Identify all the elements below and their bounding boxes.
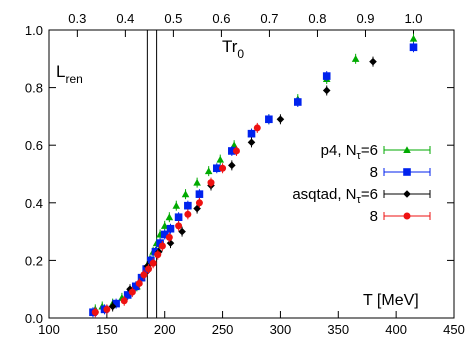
annotation-l-ren: Lren <box>56 62 83 86</box>
y-tick-label: 0.4 <box>25 196 43 211</box>
data-point-diamond <box>403 190 411 198</box>
data-point-triangle <box>409 34 418 42</box>
legend-label-2: asqtad, Nτ=6 <box>292 186 378 206</box>
data-point-circle <box>135 279 143 287</box>
x-tick-label: 400 <box>385 322 407 337</box>
legend-label-1: 8 <box>370 164 378 181</box>
data-point-circle <box>195 199 203 207</box>
data-point-circle <box>158 242 166 250</box>
data-point-diamond <box>228 161 236 170</box>
data-point-square <box>137 273 146 282</box>
series-1 <box>89 42 418 318</box>
data-point-triangle <box>172 201 181 209</box>
data-point-circle <box>207 179 215 187</box>
data-point-square <box>174 213 183 221</box>
top-tick-label: 0.3 <box>68 11 86 26</box>
data-point-triangle <box>351 55 360 62</box>
x-tick-label: 300 <box>270 322 292 337</box>
data-point-square <box>112 299 120 308</box>
legend-label-0: p4, Nτ=6 <box>321 142 378 162</box>
legend: p4, Nτ=6 8 asqtad, Nτ=6 8 <box>292 142 431 225</box>
legend-label-3: 8 <box>370 208 378 225</box>
data-point-diamond <box>322 86 331 95</box>
data-point-triangle <box>181 190 190 198</box>
y-tick-label: 1.0 <box>25 23 43 38</box>
data-point-diamond <box>178 227 186 236</box>
x-tick-label: 150 <box>96 322 118 337</box>
data-point-circle <box>165 233 173 241</box>
data-point-triangle <box>193 178 201 186</box>
data-point-circle <box>149 259 157 267</box>
data-point-circle <box>403 212 411 220</box>
data-point-square <box>147 256 155 265</box>
annotation-tr0: Tr0 <box>222 37 244 61</box>
x-axis-label: T [MeV] <box>363 292 419 309</box>
data-point-square <box>247 129 256 138</box>
data-point-triangle <box>204 167 213 175</box>
top-tick-label: 0.4 <box>116 11 134 26</box>
data-point-square <box>322 72 331 80</box>
axes-layer: 100 150 200 250 300 350 400 450 0.0 0.2 0.4 0.6 0.8 1… <box>25 11 465 337</box>
x-tick-label: 100 <box>38 322 60 337</box>
x-tick-label: 200 <box>154 322 176 337</box>
data-point-square <box>265 115 273 124</box>
data-point-circle <box>232 147 240 155</box>
x-tick-label: 250 <box>212 322 234 337</box>
top-tick-label: 1.0 <box>404 11 422 26</box>
data-point-circle <box>91 308 99 316</box>
top-tick-label: 0.5 <box>164 11 182 26</box>
data-point-triangle <box>403 146 411 154</box>
data-point-square <box>195 190 204 198</box>
series-2 <box>108 56 377 312</box>
data-point-triangle <box>165 213 174 221</box>
data-point-circle <box>253 124 261 132</box>
series-layer <box>89 33 418 318</box>
data-point-triangle <box>160 222 169 229</box>
y-tick-label: 0.0 <box>25 311 43 326</box>
data-point-circle <box>219 164 227 172</box>
data-point-circle <box>140 271 148 279</box>
data-point-square <box>228 147 236 155</box>
x-tick-label: 350 <box>327 322 349 337</box>
data-point-diamond <box>108 302 117 311</box>
data-point-diamond <box>276 115 285 124</box>
data-point-square <box>156 239 164 247</box>
data-point-square <box>293 98 302 106</box>
y-tick-label: 0.2 <box>25 253 43 268</box>
vertical-lines-layer <box>146 30 158 318</box>
data-point-circle <box>145 265 153 273</box>
data-point-diamond <box>166 239 175 247</box>
top-tick-label: 0.6 <box>212 11 230 26</box>
top-tick-label: 0.8 <box>308 11 326 26</box>
data-point-square <box>409 43 418 52</box>
data-point-square <box>160 230 169 239</box>
top-tick-label: 0.9 <box>356 11 374 26</box>
plot-frame <box>48 29 455 319</box>
data-point-triangle <box>216 155 225 163</box>
data-point-square <box>403 168 411 176</box>
data-point-square <box>184 201 192 210</box>
data-point-circle <box>175 222 183 230</box>
data-point-square <box>131 282 140 291</box>
data-point-circle <box>128 288 136 296</box>
data-point-square <box>123 291 132 299</box>
data-point-circle <box>154 251 162 259</box>
data-point-diamond <box>247 138 256 147</box>
data-point-circle <box>184 210 192 218</box>
top-tick-label: 0.7 <box>260 11 278 26</box>
data-point-circle <box>120 297 128 305</box>
data-point-circle <box>103 305 111 313</box>
series-0 <box>91 33 418 315</box>
data-point-square <box>212 164 221 173</box>
series-3 <box>91 122 261 318</box>
x-tick-label: 450 <box>443 322 465 337</box>
y-tick-label: 0.8 <box>25 81 43 96</box>
data-point-square <box>166 224 175 233</box>
data-point-diamond <box>369 57 377 66</box>
y-tick-label: 0.6 <box>25 138 43 153</box>
